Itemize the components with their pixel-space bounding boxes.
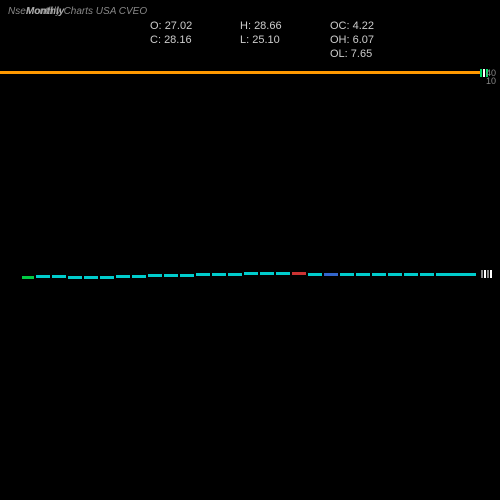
- indicator-segment: [212, 273, 226, 276]
- indicator-end-markers: [481, 270, 492, 278]
- indicator-segment: [292, 272, 306, 275]
- indicator-segment: [276, 272, 290, 275]
- indicator-segment: [132, 275, 146, 278]
- indicator-segment: [52, 275, 66, 278]
- indicator-segment: [84, 276, 98, 279]
- axis-label: 10: [486, 76, 496, 86]
- indicator-segment: [196, 273, 210, 276]
- indicator-segment: [464, 273, 476, 276]
- indicator-segment: [420, 273, 434, 276]
- stat-close: C: 28.16: [150, 34, 240, 46]
- indicator-segment: [404, 273, 418, 276]
- header-overlay: Monthly: [26, 6, 64, 17]
- marker: [480, 69, 482, 77]
- indicator-segment: [164, 274, 178, 277]
- indicator-segment: [228, 273, 242, 276]
- indicator-segment: [372, 273, 386, 276]
- stat-empty2: [240, 48, 330, 60]
- stat-oh: OH: 6.07: [330, 34, 400, 46]
- indicator-segment: [148, 274, 162, 277]
- indicator-segment: [68, 276, 82, 279]
- indicator-segment: [260, 272, 274, 275]
- stat-open: O: 27.02: [150, 20, 240, 32]
- indicator-segment: [340, 273, 354, 276]
- indicator-segment: [36, 275, 50, 278]
- indicator-segment: [244, 272, 258, 275]
- marker: [490, 270, 492, 278]
- indicator-segment: [100, 276, 114, 279]
- indicator-segment: [180, 274, 194, 277]
- stat-ol: OL: 7.65: [330, 48, 400, 60]
- marker: [481, 270, 483, 278]
- ohlc-stats: O: 27.02 H: 28.66 OC: 4.22 C: 28.16 L: 2…: [150, 20, 400, 60]
- marker: [483, 69, 485, 77]
- marker: [484, 270, 486, 278]
- marker: [487, 270, 489, 278]
- indicator-segment: [324, 273, 338, 276]
- price-line: [0, 71, 482, 74]
- stat-oc: OC: 4.22: [330, 20, 400, 32]
- indicator-segment: [436, 273, 450, 276]
- stat-low: L: 25.10: [240, 34, 330, 46]
- indicator-segment: [450, 273, 464, 276]
- indicator-segment: [116, 275, 130, 278]
- indicator-segment: [308, 273, 322, 276]
- chart-header: NseMonthly Charts USA CVEO Monthly: [8, 6, 147, 17]
- stat-high: H: 28.66: [240, 20, 330, 32]
- stat-empty1: [150, 48, 240, 60]
- indicator-segment: [22, 276, 34, 279]
- indicator-segment: [356, 273, 370, 276]
- indicator-segment: [388, 273, 402, 276]
